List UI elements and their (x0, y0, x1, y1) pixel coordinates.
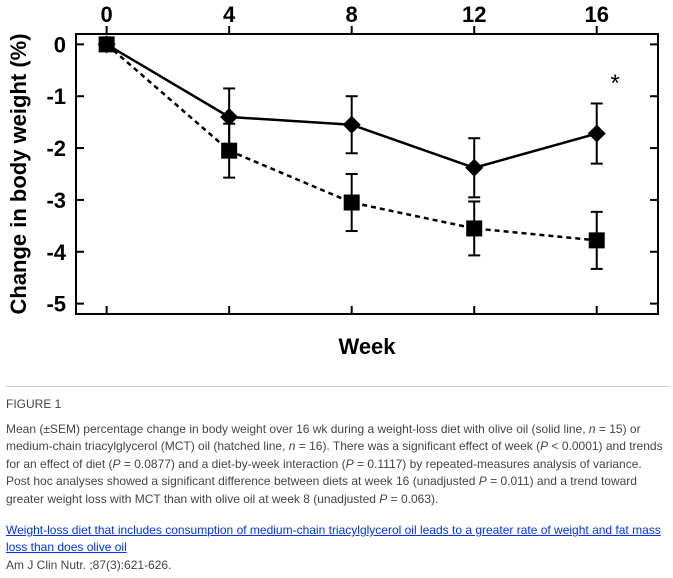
article-title-link[interactable]: Weight-loss diet that includes consumpti… (6, 522, 669, 556)
svg-text:-4: -4 (46, 240, 66, 265)
svg-text:-5: -5 (46, 292, 66, 317)
svg-text:12: 12 (462, 4, 486, 27)
svg-text:8: 8 (346, 4, 358, 27)
body-weight-change-chart: 0 4 8 12 16 0 -1 -2 -3 -4 -5 Week Change in body wei… (4, 4, 667, 374)
svg-text:0: 0 (54, 32, 66, 57)
separator (6, 386, 669, 387)
svg-text:0: 0 (101, 4, 113, 27)
figure-caption: Mean (±SEM) percentage change in body we… (6, 421, 669, 508)
svg-text:-3: -3 (46, 188, 66, 213)
svg-text:-1: -1 (46, 84, 66, 109)
svg-text:Week: Week (338, 334, 396, 359)
svg-text:Change in body weight (%): Change in body weight (%) (6, 33, 31, 314)
svg-text:-2: -2 (46, 136, 66, 161)
svg-text:4: 4 (223, 4, 236, 27)
journal-citation: Am J Clin Nutr. ;87(3):621-626. (6, 558, 669, 572)
svg-text:*: * (610, 70, 619, 97)
figure-heading: FIGURE 1 (6, 397, 669, 411)
figure-caption-block: FIGURE 1 Mean (±SEM) percentage change i… (4, 374, 671, 574)
svg-text:16: 16 (584, 4, 608, 27)
